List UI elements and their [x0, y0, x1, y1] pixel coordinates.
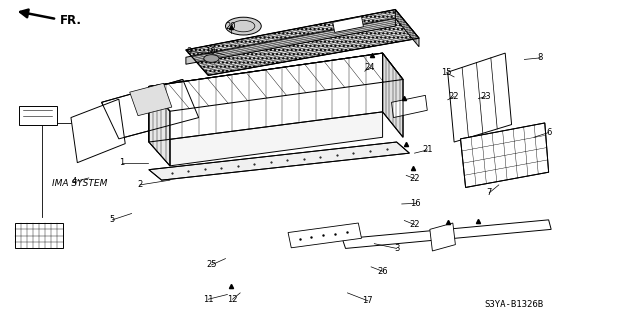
Text: IMA SYSTEM: IMA SYSTEM	[52, 179, 107, 188]
Text: 22: 22	[449, 92, 460, 101]
Circle shape	[225, 17, 261, 35]
Polygon shape	[149, 53, 383, 142]
Polygon shape	[71, 99, 125, 163]
Polygon shape	[288, 223, 362, 248]
Polygon shape	[149, 86, 170, 166]
Text: 11: 11	[203, 295, 214, 304]
Text: S3YA-B1326B: S3YA-B1326B	[484, 300, 544, 309]
Text: 12: 12	[227, 295, 238, 304]
Text: 15: 15	[441, 68, 452, 77]
Polygon shape	[461, 123, 548, 188]
Text: 26: 26	[377, 267, 388, 276]
Polygon shape	[392, 95, 428, 118]
Text: 1: 1	[120, 158, 125, 167]
Polygon shape	[170, 79, 383, 166]
Polygon shape	[186, 10, 419, 75]
Text: 23: 23	[481, 92, 492, 101]
Text: 17: 17	[363, 296, 373, 305]
Text: 9: 9	[186, 47, 192, 56]
Text: 10: 10	[205, 47, 216, 56]
Polygon shape	[333, 17, 364, 33]
Polygon shape	[430, 223, 456, 251]
Polygon shape	[396, 10, 419, 47]
Polygon shape	[15, 223, 63, 249]
Polygon shape	[149, 53, 403, 111]
Text: 3: 3	[394, 244, 399, 253]
Text: 22: 22	[409, 174, 420, 183]
Text: 16: 16	[410, 199, 421, 208]
Text: 2: 2	[138, 181, 143, 189]
Text: 4: 4	[72, 177, 77, 186]
Text: 6: 6	[546, 128, 551, 137]
Text: 7: 7	[486, 188, 492, 197]
Text: 20: 20	[225, 22, 236, 31]
Polygon shape	[186, 18, 396, 64]
Text: 22: 22	[409, 220, 420, 229]
Text: 8: 8	[538, 53, 543, 62]
Text: 21: 21	[422, 145, 433, 154]
Circle shape	[204, 55, 219, 62]
Text: 24: 24	[365, 63, 375, 72]
Polygon shape	[102, 79, 198, 139]
Polygon shape	[448, 53, 511, 142]
Text: 5: 5	[110, 215, 115, 224]
Polygon shape	[19, 106, 57, 124]
Text: 25: 25	[206, 260, 217, 270]
Polygon shape	[383, 53, 403, 137]
Text: FR.: FR.	[60, 14, 81, 27]
Polygon shape	[130, 83, 172, 116]
Polygon shape	[149, 142, 410, 180]
Polygon shape	[342, 220, 551, 249]
